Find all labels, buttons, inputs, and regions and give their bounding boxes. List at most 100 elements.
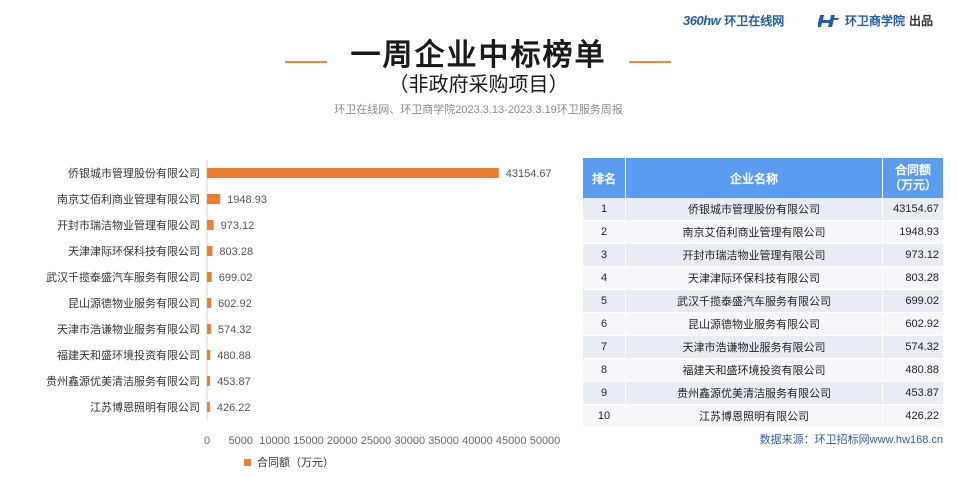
table-row: 6 昆山源德物业服务有限公司 602.92	[583, 312, 943, 336]
category-label: 贵州鑫源优美清洁服务有限公司	[46, 374, 200, 388]
table-row: 3 开封市瑞洁物业管理有限公司 973.12	[583, 243, 943, 267]
bar-value-label: 699.02	[219, 272, 253, 284]
bar	[207, 324, 211, 334]
legend-swatch	[244, 458, 251, 466]
category-label: 天津市浩谦物业服务有限公司	[57, 322, 200, 336]
rank-cell: 8	[583, 358, 626, 382]
bar-value-label: 574.32	[218, 324, 252, 336]
category-label: 武汉千揽泰盛汽车服务有限公司	[46, 270, 200, 284]
bar-value-label: 480.88	[217, 350, 251, 362]
x-tick-label: 30000	[395, 435, 426, 447]
bar	[207, 220, 214, 230]
bar	[207, 376, 211, 386]
title-line-right	[629, 61, 671, 63]
legend-label: 合同额（万元）	[257, 457, 334, 469]
table-row: 7 天津市浩谦物业服务有限公司 574.32	[583, 335, 943, 359]
amount-cell: 480.88	[882, 358, 943, 382]
x-tick-label: 5000	[229, 435, 253, 447]
title-line-left	[285, 61, 327, 63]
company-cell: 天津津际环保科技有限公司	[625, 266, 883, 290]
x-tick-label: 10000	[259, 435, 290, 447]
category-label: 福建天和盛环境投资有限公司	[57, 348, 200, 362]
table-row: 4 天津津际环保科技有限公司 803.28	[583, 266, 943, 290]
bar	[207, 350, 211, 360]
data-source: 数据来源：环卫招标网www.hw168.cn	[759, 434, 943, 446]
x-tick-label: 50000	[530, 435, 561, 447]
company-cell: 南京艾佰利商业管理有限公司	[625, 220, 883, 244]
x-tick-label: 40000	[462, 435, 493, 447]
logo-360hw: 360hw	[683, 13, 721, 28]
category-label: 江苏博恩照明有限公司	[90, 400, 200, 414]
amount-cell: 699.02	[882, 289, 943, 313]
rank-cell: 2	[583, 220, 626, 244]
header-rank: 排名	[583, 158, 626, 198]
x-tick-label: 35000	[428, 435, 459, 447]
ranking-table: 排名 企业名称 合同额 （万元） 1 侨银城市管理股份有限公司 43154.67 2 南…	[583, 158, 943, 428]
company-cell: 福建天和盛环境投资有限公司	[625, 358, 883, 382]
rank-cell: 1	[583, 198, 626, 221]
academy-logo-icon	[818, 14, 839, 27]
table-row: 8 福建天和盛环境投资有限公司 480.88	[583, 358, 943, 382]
amount-cell: 602.92	[882, 312, 943, 336]
category-label: 南京艾佰利商业管理有限公司	[57, 192, 200, 206]
table-row: 9 贵州鑫源优美清洁服务有限公司 453.87	[583, 381, 943, 405]
rank-cell: 5	[583, 289, 626, 313]
table-header-row: 排名 企业名称 合同额 （万元）	[583, 158, 943, 198]
x-tick-label: 15000	[293, 435, 324, 447]
amount-cell: 43154.67	[882, 198, 943, 221]
x-tick-label: 45000	[496, 435, 527, 447]
bar	[207, 246, 213, 256]
bar-value-label: 602.92	[218, 298, 252, 310]
x-tick-label: 0	[204, 435, 210, 447]
company-cell: 贵州鑫源优美清洁服务有限公司	[625, 381, 883, 405]
amount-cell: 574.32	[882, 335, 943, 359]
chart-legend: 合同额（万元）	[244, 454, 334, 470]
company-cell: 侨银城市管理股份有限公司	[625, 198, 883, 221]
bar	[207, 194, 221, 204]
bar-value-label: 973.12	[221, 220, 255, 232]
table-row: 10 江苏博恩照明有限公司 426.22	[583, 404, 943, 428]
bar-value-label: 426.22	[217, 402, 251, 414]
bar	[207, 402, 210, 412]
bar-chart: 侨银城市管理股份有限公司 43154.67 南京艾佰利商业管理有限公司 1948.93…	[46, 160, 561, 447]
rank-cell: 9	[583, 381, 626, 405]
header-amount: 合同额 （万元）	[882, 158, 943, 198]
category-label: 昆山源德物业服务有限公司	[68, 296, 200, 310]
brand-huanwei-online: 360hw 环卫在线网	[683, 12, 784, 29]
company-cell: 武汉千揽泰盛汽车服务有限公司	[625, 289, 883, 313]
bar-value-label: 803.28	[219, 246, 253, 258]
x-tick-label: 20000	[327, 435, 358, 447]
company-cell: 江苏博恩照明有限公司	[625, 404, 883, 428]
x-tick-label: 25000	[361, 435, 392, 447]
brand-huanwei-academy: 环卫商学院 出品	[818, 12, 933, 29]
bar-value-label: 43154.67	[506, 168, 552, 180]
bar	[207, 168, 499, 178]
table-row: 5 武汉千揽泰盛汽车服务有限公司 699.02	[583, 289, 943, 313]
brand-a-name: 环卫在线网	[724, 14, 785, 28]
brand-b-suffix: 出品	[909, 14, 934, 28]
category-label: 天津津际环保科技有限公司	[68, 244, 200, 258]
rank-cell: 3	[583, 243, 626, 267]
bar	[207, 298, 212, 308]
company-cell: 开封市瑞洁物业管理有限公司	[625, 243, 883, 267]
brand-b-name: 环卫商学院	[845, 14, 906, 28]
rank-cell: 6	[583, 312, 626, 336]
company-cell: 昆山源德物业服务有限公司	[625, 312, 883, 336]
amount-cell: 1948.93	[882, 220, 943, 244]
amount-cell: 453.87	[882, 381, 943, 405]
rank-cell: 4	[583, 266, 626, 290]
page-caption: 环卫在线网、环卫商学院2023.3.13-2023.3.19环卫服务周报	[334, 104, 623, 116]
bar	[207, 272, 212, 282]
rank-cell: 7	[583, 335, 626, 359]
page-title: 一周企业中标榜单	[350, 39, 607, 72]
category-label: 侨银城市管理股份有限公司	[68, 166, 200, 180]
company-cell: 天津市浩谦物业服务有限公司	[625, 335, 883, 359]
amount-cell: 803.28	[882, 266, 943, 290]
bar-value-label: 453.87	[217, 376, 251, 388]
table-body: 1 侨银城市管理股份有限公司 43154.67 2 南京艾佰利商业管理有限公司 1948.…	[583, 198, 943, 428]
header-company: 企业名称	[625, 158, 883, 198]
amount-cell: 426.22	[882, 404, 943, 428]
amount-cell: 973.12	[882, 243, 943, 267]
rank-cell: 10	[583, 404, 626, 428]
bar-value-label: 1948.93	[227, 194, 267, 206]
